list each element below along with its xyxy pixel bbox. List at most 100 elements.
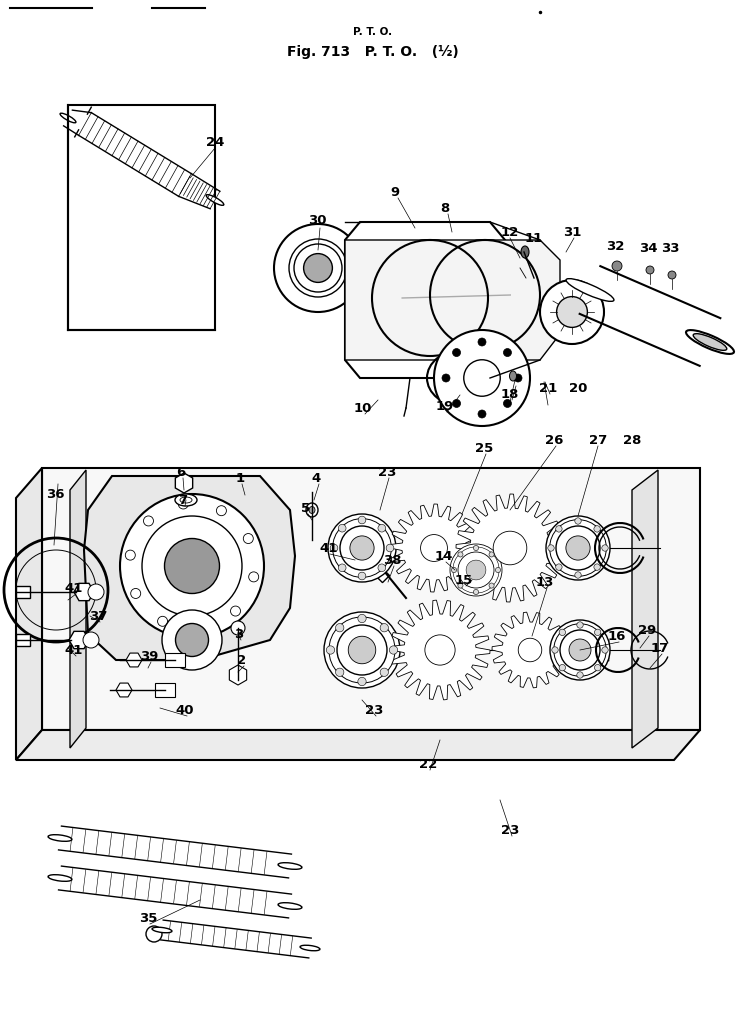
Text: 18: 18: [501, 388, 519, 400]
Circle shape: [486, 295, 492, 301]
Text: 3: 3: [234, 627, 244, 640]
Text: 13: 13: [536, 575, 554, 589]
Circle shape: [348, 636, 376, 664]
Circle shape: [474, 545, 479, 550]
Circle shape: [329, 617, 395, 683]
Polygon shape: [390, 600, 490, 700]
Text: 37: 37: [89, 610, 107, 623]
Circle shape: [457, 244, 463, 250]
Circle shape: [469, 269, 477, 278]
Polygon shape: [42, 468, 700, 730]
Circle shape: [336, 624, 344, 632]
Circle shape: [88, 585, 104, 600]
Circle shape: [458, 583, 463, 589]
Polygon shape: [16, 468, 42, 760]
Circle shape: [559, 629, 565, 635]
Text: 5: 5: [301, 501, 310, 515]
Ellipse shape: [180, 497, 192, 503]
Ellipse shape: [309, 506, 315, 514]
Circle shape: [466, 560, 486, 579]
Circle shape: [445, 255, 524, 334]
Text: 20: 20: [568, 382, 587, 394]
Circle shape: [466, 248, 473, 255]
Text: 17: 17: [651, 641, 669, 654]
Circle shape: [602, 646, 608, 653]
Circle shape: [125, 550, 135, 560]
Text: 15: 15: [455, 573, 473, 587]
Ellipse shape: [566, 279, 614, 302]
Circle shape: [550, 520, 606, 576]
Ellipse shape: [274, 224, 362, 312]
Circle shape: [402, 270, 458, 326]
Ellipse shape: [278, 903, 302, 910]
Circle shape: [556, 526, 600, 570]
Circle shape: [326, 646, 335, 654]
Circle shape: [548, 545, 554, 551]
Circle shape: [195, 623, 206, 633]
Text: 16: 16: [608, 629, 626, 642]
Circle shape: [452, 327, 459, 334]
Ellipse shape: [146, 926, 162, 942]
Circle shape: [377, 281, 386, 289]
Circle shape: [451, 337, 459, 345]
Circle shape: [646, 266, 654, 274]
Circle shape: [557, 297, 587, 327]
Text: 23: 23: [365, 703, 383, 716]
Text: 23: 23: [501, 824, 519, 837]
Text: 19: 19: [436, 399, 454, 412]
Text: 41: 41: [65, 643, 84, 656]
Circle shape: [389, 646, 398, 654]
Circle shape: [380, 669, 389, 677]
Circle shape: [478, 338, 486, 346]
Text: 41: 41: [65, 581, 84, 595]
Circle shape: [358, 678, 366, 686]
Ellipse shape: [693, 333, 727, 350]
Ellipse shape: [300, 945, 320, 951]
Text: 28: 28: [623, 434, 642, 447]
Circle shape: [457, 346, 463, 353]
Circle shape: [451, 567, 457, 572]
Circle shape: [478, 410, 486, 418]
Circle shape: [612, 261, 622, 271]
Circle shape: [560, 630, 600, 670]
Polygon shape: [456, 494, 564, 602]
Circle shape: [430, 240, 540, 350]
Text: 36: 36: [46, 487, 64, 500]
Circle shape: [231, 606, 240, 616]
Text: 38: 38: [383, 553, 401, 566]
Polygon shape: [84, 476, 295, 660]
Circle shape: [339, 564, 346, 571]
Circle shape: [540, 280, 604, 344]
Circle shape: [453, 348, 460, 357]
Circle shape: [474, 590, 479, 595]
Text: 32: 32: [606, 239, 624, 252]
Bar: [16, 634, 30, 646]
Ellipse shape: [48, 835, 72, 842]
Circle shape: [489, 583, 494, 589]
Text: 27: 27: [589, 434, 607, 447]
Circle shape: [511, 327, 518, 334]
Circle shape: [350, 536, 374, 560]
Circle shape: [333, 519, 392, 577]
Circle shape: [398, 244, 404, 250]
Text: 25: 25: [475, 442, 493, 455]
Text: 10: 10: [354, 401, 372, 414]
Circle shape: [566, 536, 590, 560]
Circle shape: [142, 516, 242, 616]
Circle shape: [527, 300, 534, 307]
Circle shape: [434, 330, 530, 426]
Polygon shape: [345, 222, 505, 378]
Text: 4: 4: [311, 471, 321, 484]
Circle shape: [453, 399, 460, 407]
Circle shape: [398, 346, 404, 353]
Circle shape: [594, 526, 601, 532]
Text: 30: 30: [308, 214, 326, 227]
Circle shape: [339, 525, 346, 532]
Text: 6: 6: [176, 466, 186, 478]
Circle shape: [358, 572, 366, 579]
Circle shape: [595, 629, 601, 635]
Text: 9: 9: [390, 185, 400, 199]
Text: 22: 22: [419, 758, 437, 771]
Circle shape: [231, 621, 245, 635]
Polygon shape: [632, 470, 658, 748]
